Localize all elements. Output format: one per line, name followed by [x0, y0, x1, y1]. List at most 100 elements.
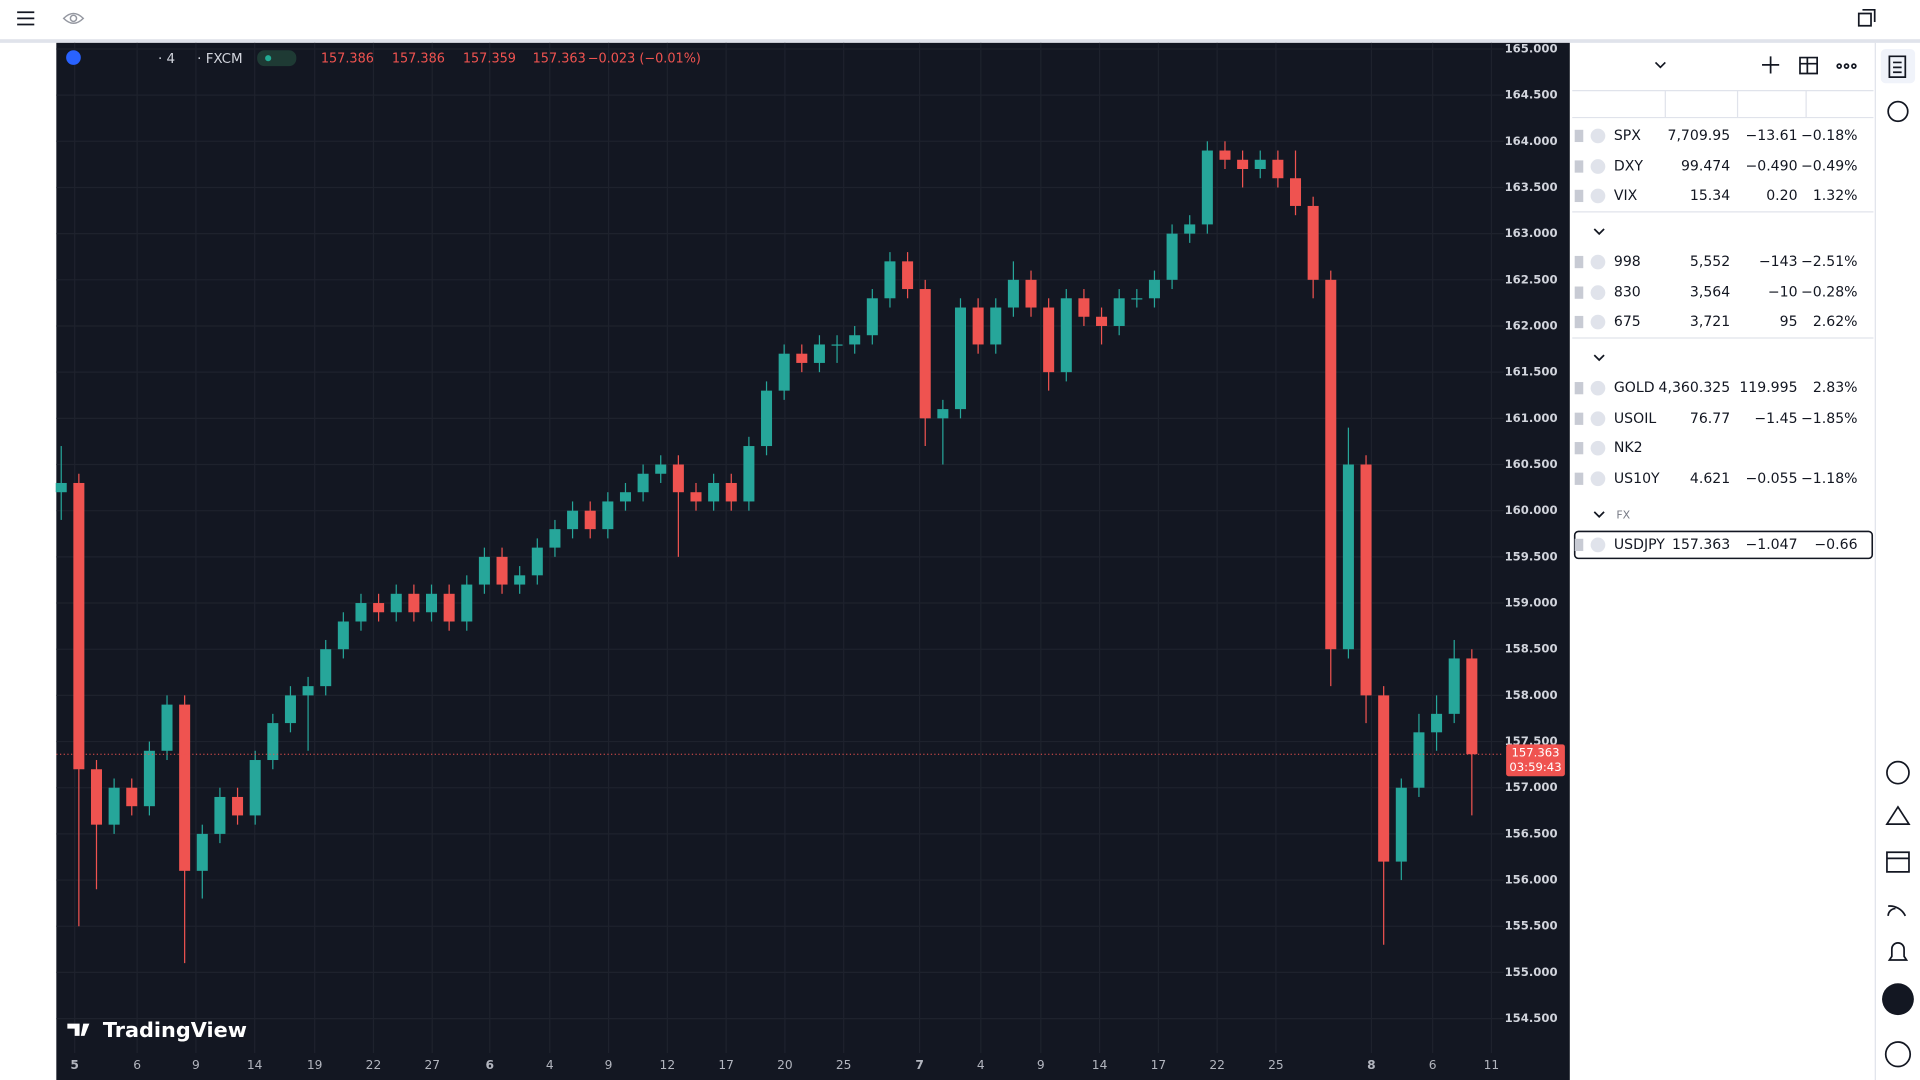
candle-body: [302, 686, 314, 696]
legend-close: 157.363: [533, 51, 586, 66]
change-percent: 2.62%: [1813, 314, 1858, 330]
change: −1.45: [1754, 411, 1797, 427]
candle-body: [884, 261, 896, 299]
candle-body: [73, 482, 85, 770]
x-tick-label: 14: [247, 1058, 263, 1072]
hide-button[interactable]: [62, 12, 85, 24]
y-tick-label: 163.000: [1505, 226, 1558, 240]
x-tick-label: 22: [366, 1058, 382, 1072]
candle-body: [1131, 298, 1143, 300]
candle-body: [90, 769, 102, 825]
symbol[interactable]: NK2: [1614, 440, 1643, 456]
last-price-label: 157.363: [1511, 745, 1559, 759]
x-tick-label: 17: [718, 1058, 734, 1072]
symbol[interactable]: GOLD: [1614, 380, 1655, 396]
change: −143: [1759, 254, 1798, 270]
symbol[interactable]: SPX: [1614, 128, 1641, 144]
candle-body: [1342, 464, 1354, 650]
market-status[interactable]: [257, 50, 297, 67]
candle-body: [778, 353, 790, 391]
symbol[interactable]: 675: [1614, 314, 1641, 330]
candle-body: [179, 704, 191, 871]
change: 95: [1780, 314, 1798, 330]
candle-body: [1184, 224, 1196, 234]
change: −10: [1768, 285, 1798, 301]
columns-button[interactable]: [1799, 56, 1818, 75]
sidebar-divider: [1874, 42, 1876, 1080]
y-tick-label: 161.500: [1505, 365, 1558, 379]
notifications-tab[interactable]: [1887, 942, 1909, 961]
x-tick-label: 7: [915, 1058, 924, 1072]
candle-body: [637, 473, 649, 493]
help-tab[interactable]: [1884, 1041, 1912, 1068]
last: 7,709.95: [1668, 128, 1731, 144]
candle-body: [584, 510, 596, 530]
section-toggle[interactable]: [1593, 511, 1605, 518]
y-tick-label: 164.000: [1505, 134, 1558, 148]
section-label: FX: [1616, 509, 1630, 522]
candle-body: [1060, 298, 1072, 373]
candle-body: [126, 787, 138, 807]
x-tick-label: 20: [777, 1058, 793, 1072]
y-tick-label: 164.500: [1505, 88, 1558, 102]
section-toggle[interactable]: [1593, 228, 1605, 236]
list-dropdown[interactable]: [1654, 61, 1666, 69]
watchlist-tab[interactable]: [1880, 48, 1916, 84]
x-tick-label: 11: [1484, 1058, 1500, 1072]
y-tick-label: 157.000: [1505, 780, 1558, 794]
candle-body: [1166, 233, 1178, 280]
ideas-tab[interactable]: [1885, 805, 1911, 825]
candle-body: [972, 307, 984, 345]
products-tab[interactable]: [1882, 983, 1914, 1016]
symbol[interactable]: DXY: [1614, 159, 1643, 175]
candle-body: [1007, 279, 1019, 308]
candle-body: [1043, 307, 1055, 373]
menu-button[interactable]: [17, 11, 35, 26]
y-tick-label: 165.000: [1505, 41, 1558, 55]
flag: [1574, 538, 1584, 552]
window-button[interactable]: [1857, 8, 1876, 27]
watchlist-icon: [1888, 55, 1907, 78]
symbol[interactable]: VIX: [1614, 188, 1638, 204]
change-percent: −0.66: [1814, 537, 1857, 553]
y-tick-label: 161.000: [1505, 411, 1558, 425]
more-button[interactable]: [1836, 63, 1857, 69]
symbol-icon: [66, 50, 81, 65]
chart: 5 6 9 14 19 22 27 6 4 9 12 17 20 25 7 4 9 14 17 22 25 8 6 11 154…: [55, 41, 1565, 1072]
candle-body: [1325, 279, 1337, 650]
x-tick-label: 27: [424, 1058, 440, 1072]
symbol[interactable]: USDJPY: [1614, 537, 1665, 553]
change: 0.20: [1766, 188, 1797, 204]
candle-body: [690, 492, 702, 502]
candle-body: [267, 723, 279, 761]
last: 5,552: [1690, 254, 1730, 270]
symbol[interactable]: 998: [1614, 254, 1641, 270]
news-tab[interactable]: [1887, 905, 1907, 917]
candle-body: [1395, 787, 1407, 862]
x-tick-label: 6: [133, 1058, 141, 1072]
candle-body: [1025, 279, 1037, 308]
symbol[interactable]: 830: [1614, 285, 1641, 301]
alerts-tab[interactable]: [1887, 100, 1909, 123]
add-symbol[interactable]: [1762, 56, 1780, 74]
change: −0.055: [1745, 471, 1797, 487]
candle-body: [549, 529, 561, 548]
flag: [1574, 442, 1584, 455]
symbol[interactable]: US10Y: [1614, 471, 1660, 487]
candle-body: [1219, 150, 1231, 160]
legend-low: 157.359: [463, 51, 516, 66]
change-percent: −2.51%: [1801, 254, 1858, 270]
section-toggle[interactable]: [1593, 354, 1605, 362]
y-tick-label: 163.500: [1505, 180, 1558, 194]
calendar-tab[interactable]: [1886, 851, 1910, 873]
x-tick-label: 9: [1037, 1058, 1045, 1072]
candle-body: [108, 787, 120, 825]
change-percent: 2.83%: [1813, 380, 1858, 396]
symbol-logo: [1590, 285, 1606, 300]
y-tick-label: 159.500: [1505, 549, 1558, 563]
legend-open: 157.386: [321, 51, 374, 66]
candle-body: [337, 621, 349, 650]
symbol[interactable]: USOIL: [1614, 411, 1656, 427]
hotlists-tab[interactable]: [1886, 760, 1910, 785]
candle-body: [1307, 205, 1319, 280]
